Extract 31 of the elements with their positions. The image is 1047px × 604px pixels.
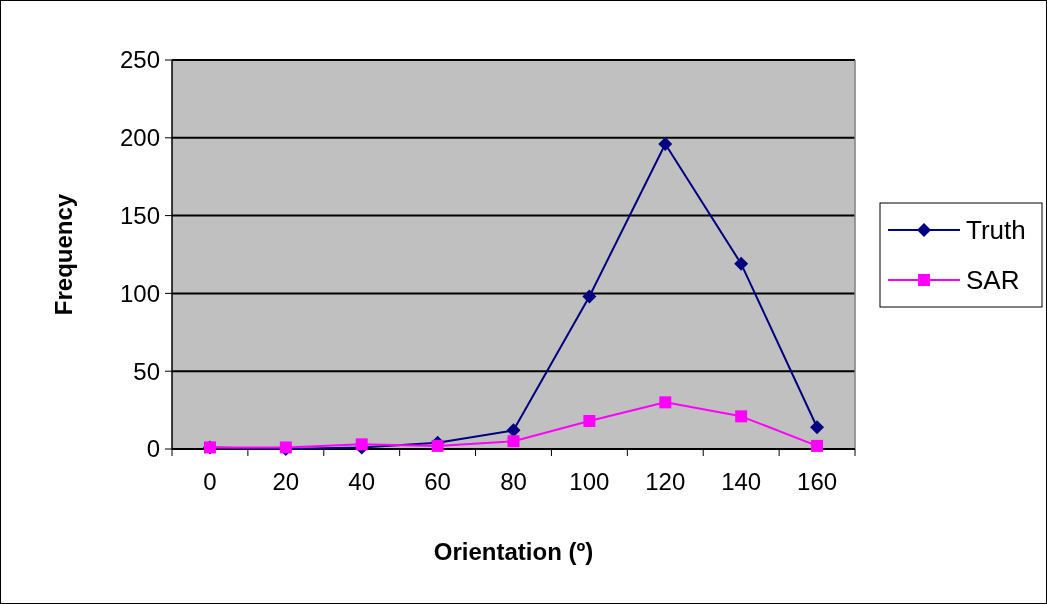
y-tick-label: 150 (119, 202, 160, 229)
x-axis-title: Orientation (º) (433, 538, 594, 565)
x-tick-label: 100 (569, 468, 610, 495)
point (355, 438, 368, 451)
point (735, 410, 748, 423)
point (583, 414, 596, 427)
point (506, 423, 521, 438)
x-tick-label: 40 (348, 468, 376, 495)
x-tick-label: 80 (500, 468, 527, 495)
legend-label: Truth (966, 215, 1026, 246)
point (658, 137, 673, 152)
point (582, 289, 597, 304)
x-tick-label: 60 (424, 468, 451, 495)
point (507, 435, 520, 448)
x-tick-label: 160 (797, 468, 838, 495)
y-tick-label: 0 (146, 435, 160, 463)
y-tick-label: 200 (119, 124, 160, 152)
point (659, 396, 672, 409)
x-tick-label: 0 (203, 468, 217, 495)
x-tick-label: 20 (272, 468, 300, 495)
x-tick-label: 140 (721, 468, 762, 495)
point (810, 420, 825, 435)
y-axis-title: Frequency (50, 193, 77, 316)
y-tick-label: 250 (119, 46, 160, 74)
point (811, 439, 824, 452)
x-tick-label: 120 (645, 468, 686, 495)
legend-label: SAR (966, 265, 1020, 296)
point (734, 256, 749, 271)
point (431, 439, 444, 452)
y-tick-label: 50 (133, 357, 160, 385)
y-tick-label: 100 (119, 279, 160, 307)
